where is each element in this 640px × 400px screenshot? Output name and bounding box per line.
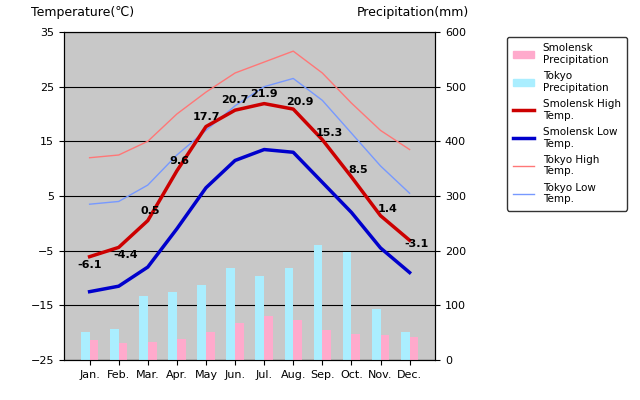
Smolensk High
Temp. [377,213,385,218]
Tokyo Low
Temp. [348,131,355,136]
Tokyo High
Temp. [115,152,122,157]
Tokyo High
Temp. [231,70,239,75]
Tokyo High
Temp. [377,128,385,133]
Tokyo Low
Temp. [260,84,268,89]
Bar [168,292,177,360]
Tokyo High
Temp. [86,155,93,160]
Tokyo Low
Temp. [173,152,180,157]
Bar [314,245,323,360]
Tokyo Low
Temp. [231,103,239,108]
Smolensk Low
Temp. [231,158,239,163]
Legend: Smolensk
Precipitation, Tokyo
Precipitation, Smolensk High
Temp., Smolensk Low
T: Smolensk Precipitation, Tokyo Precipitat… [508,37,627,210]
Smolensk Low
Temp. [144,265,152,270]
Text: -3.1: -3.1 [404,239,429,249]
Smolensk Low
Temp. [348,210,355,215]
Line: Smolensk High
Temp.: Smolensk High Temp. [90,104,410,257]
Bar [255,276,264,360]
Smolensk Low
Temp. [86,289,93,294]
Smolensk Low
Temp. [377,246,385,250]
Bar [381,335,389,360]
Tokyo Low
Temp. [319,98,326,103]
Text: 20.9: 20.9 [287,97,314,107]
Line: Tokyo High
Temp.: Tokyo High Temp. [90,51,410,158]
Smolensk Low
Temp. [202,185,210,190]
Smolensk Low
Temp. [173,226,180,231]
Bar [227,268,235,360]
Smolensk Low
Temp. [406,270,413,275]
Bar [342,252,351,360]
Tokyo Low
Temp. [377,164,385,168]
Bar [110,329,118,360]
Smolensk High
Temp. [202,124,210,129]
Bar [90,340,99,360]
Bar [293,320,302,360]
Bar [372,309,381,360]
Bar [285,268,293,360]
Text: 8.5: 8.5 [349,165,368,175]
Tokyo Low
Temp. [115,199,122,204]
Bar [139,296,148,360]
Smolensk High
Temp. [144,218,152,223]
Smolensk High
Temp. [319,137,326,142]
Text: 0.5: 0.5 [141,206,160,216]
Tokyo Low
Temp. [86,202,93,206]
Line: Smolensk Low
Temp.: Smolensk Low Temp. [90,150,410,292]
Tokyo High
Temp. [144,139,152,144]
Tokyo High
Temp. [173,112,180,116]
Bar [235,323,244,360]
Line: Tokyo Low
Temp.: Tokyo Low Temp. [90,78,410,204]
Text: 9.6: 9.6 [170,156,189,166]
Bar [351,334,360,360]
Smolensk High
Temp. [406,238,413,243]
Smolensk High
Temp. [260,101,268,106]
Tokyo Low
Temp. [202,128,210,133]
Smolensk Low
Temp. [289,150,297,155]
Tokyo High
Temp. [260,60,268,64]
Smolensk High
Temp. [115,245,122,250]
Bar [81,332,90,360]
Text: -4.4: -4.4 [113,250,138,260]
Text: Precipitation(mm): Precipitation(mm) [356,6,468,19]
Tokyo High
Temp. [406,147,413,152]
Bar [148,342,157,360]
Tokyo High
Temp. [348,101,355,106]
Tokyo Low
Temp. [406,191,413,196]
Bar [206,332,214,360]
Smolensk Low
Temp. [115,284,122,289]
Smolensk High
Temp. [231,108,239,112]
Text: 17.7: 17.7 [192,112,220,122]
Smolensk High
Temp. [173,168,180,173]
Text: 21.9: 21.9 [250,89,278,99]
Bar [118,342,127,360]
Text: 20.7: 20.7 [221,95,249,105]
Tokyo Low
Temp. [144,183,152,188]
Smolensk High
Temp. [86,254,93,259]
Tokyo High
Temp. [319,70,326,75]
Tokyo High
Temp. [202,90,210,94]
Bar [177,339,186,360]
Smolensk Low
Temp. [260,147,268,152]
Text: -6.1: -6.1 [77,260,102,270]
Bar [264,316,273,360]
Smolensk Low
Temp. [319,180,326,185]
Bar [197,284,206,360]
Smolensk High
Temp. [348,174,355,179]
Text: 15.3: 15.3 [316,128,343,138]
Text: Temperature(℃): Temperature(℃) [31,6,134,19]
Bar [401,332,410,360]
Tokyo Low
Temp. [289,76,297,81]
Tokyo High
Temp. [289,49,297,54]
Smolensk High
Temp. [289,107,297,112]
Bar [323,330,331,360]
Bar [410,337,419,360]
Text: 1.4: 1.4 [378,204,397,214]
